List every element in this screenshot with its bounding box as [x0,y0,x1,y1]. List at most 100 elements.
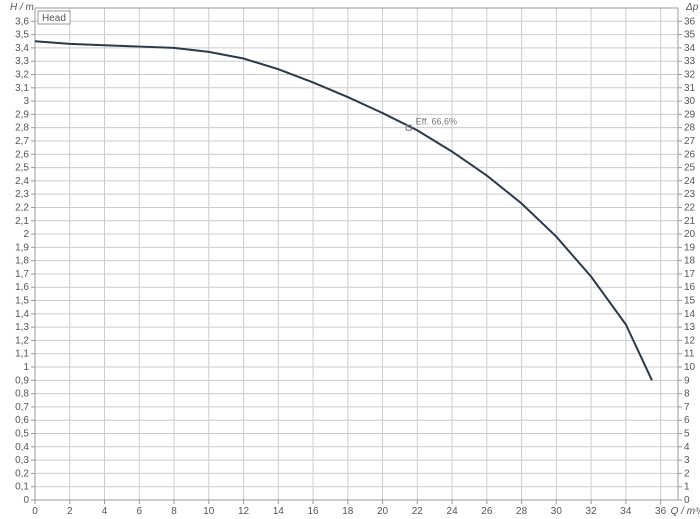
y-right-tick-label: 4 [684,442,690,453]
y-right-tick-label: 36 [684,16,696,27]
y-left-tick-label: 0,8 [15,389,29,400]
x-tick-label: 36 [655,506,667,517]
y-left-tick-label: 1,3 [15,322,29,333]
y-left-tick-label: 1,8 [15,256,29,267]
y-left-tick-label: 3,6 [15,16,29,27]
y-right-tick-label: 7 [684,402,690,413]
y-left-tick-label: 2,2 [15,202,29,213]
y-left-tick-label: 0,7 [15,402,29,413]
x-axis-title: Q / m³/h [671,506,700,517]
y-right-tick-label: 24 [684,176,696,187]
y-right-tick-label: 25 [684,163,696,174]
y-left-axis-title: H / m [10,2,34,13]
y-right-tick-label: 2 [684,468,690,479]
x-tick-label: 14 [273,506,285,517]
x-tick-label: 18 [342,506,354,517]
y-left-tick-label: 2,9 [15,109,29,120]
y-left-tick-label: 0,5 [15,429,29,440]
y-right-tick-label: 30 [684,96,696,107]
x-tick-label: 20 [377,506,389,517]
y-left-tick-label: 2,1 [15,216,29,227]
y-left-tick-label: 0 [23,495,29,506]
x-tick-label: 22 [412,506,424,517]
y-right-tick-label: 32 [684,69,696,80]
chart-svg: 02468101214161820222426283032343600,10,2… [0,0,700,519]
y-right-tick-label: 3 [684,455,690,466]
pump-curve-chart: 02468101214161820222426283032343600,10,2… [0,0,700,519]
y-left-tick-label: 2,7 [15,136,29,147]
y-right-tick-label: 31 [684,83,696,94]
y-right-tick-label: 34 [684,43,696,54]
y-right-tick-label: 5 [684,429,690,440]
x-tick-label: 32 [586,506,598,517]
x-tick-label: 0 [32,506,38,517]
y-left-tick-label: 0,4 [15,442,29,453]
y-left-tick-label: 0,3 [15,455,29,466]
y-right-tick-label: 16 [684,282,696,293]
y-right-tick-label: 28 [684,123,696,134]
y-left-tick-label: 3,5 [15,30,29,41]
y-right-tick-label: 21 [684,216,696,227]
y-right-tick-label: 15 [684,296,696,307]
y-left-tick-label: 1,1 [15,349,29,360]
y-left-tick-label: 3,2 [15,69,29,80]
y-left-tick-label: 2,8 [15,123,29,134]
y-right-tick-label: 17 [684,269,696,280]
y-left-tick-label: 0,2 [15,468,29,479]
y-left-tick-label: 3,4 [15,43,29,54]
y-left-tick-label: 0,6 [15,415,29,426]
x-tick-label: 16 [307,506,319,517]
y-left-tick-label: 1,2 [15,335,29,346]
y-left-tick-label: 1 [23,362,29,373]
x-tick-label: 8 [171,506,177,517]
y-left-tick-label: 1,5 [15,296,29,307]
y-right-tick-label: 20 [684,229,696,240]
y-left-tick-label: 2,4 [15,176,29,187]
y-right-tick-label: 10 [684,362,696,373]
y-right-tick-label: 23 [684,189,696,200]
y-right-tick-label: 6 [684,415,690,426]
y-right-tick-label: 29 [684,109,696,120]
y-left-tick-label: 1,6 [15,282,29,293]
x-tick-label: 6 [136,506,142,517]
y-right-tick-label: 13 [684,322,696,333]
y-left-tick-label: 3,3 [15,56,29,67]
y-right-tick-label: 22 [684,202,696,213]
x-tick-label: 4 [102,506,108,517]
y-right-tick-label: 1 [684,482,690,493]
x-tick-label: 24 [447,506,459,517]
y-left-tick-label: 2,3 [15,189,29,200]
y-right-tick-label: 33 [684,56,696,67]
y-left-tick-label: 0,1 [15,482,29,493]
y-right-tick-label: 19 [684,242,696,253]
y-right-tick-label: 18 [684,256,696,267]
y-left-tick-label: 2 [23,229,29,240]
y-left-tick-label: 3,1 [15,83,29,94]
y-right-tick-label: 12 [684,335,696,346]
y-right-tick-label: 14 [684,309,696,320]
legend-label: Head [42,13,66,24]
x-tick-label: 34 [620,506,632,517]
y-left-tick-label: 3 [23,96,29,107]
y-right-tick-label: 11 [684,349,695,360]
x-tick-label: 26 [481,506,493,517]
y-right-tick-label: 0 [684,495,690,506]
y-left-tick-label: 1,7 [15,269,29,280]
y-right-tick-label: 27 [684,136,696,147]
y-right-axis-title: Δp [685,2,699,13]
y-left-tick-label: 2,6 [15,149,29,160]
y-left-tick-label: 2,5 [15,163,29,174]
efficiency-label: Eff. 66,6% [416,117,457,127]
x-tick-label: 12 [238,506,250,517]
y-right-tick-label: 26 [684,149,696,160]
y-left-tick-label: 0,9 [15,375,29,386]
x-tick-label: 10 [203,506,215,517]
x-tick-label: 28 [516,506,528,517]
x-tick-label: 30 [551,506,563,517]
y-right-tick-label: 9 [684,375,690,386]
y-left-tick-label: 1,4 [15,309,29,320]
y-right-tick-label: 35 [684,30,696,41]
y-left-tick-label: 1,9 [15,242,29,253]
x-tick-label: 2 [67,506,73,517]
y-right-tick-label: 8 [684,389,690,400]
